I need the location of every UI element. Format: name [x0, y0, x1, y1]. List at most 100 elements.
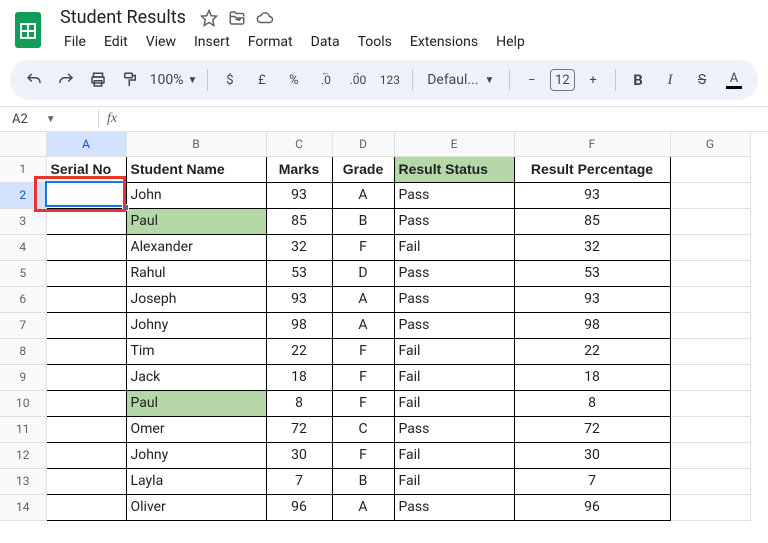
cell[interactable]: [670, 468, 750, 494]
row-header-4[interactable]: 4: [0, 234, 46, 260]
cell[interactable]: Pass: [394, 182, 514, 208]
cell[interactable]: [46, 494, 126, 520]
cell[interactable]: Fail: [394, 442, 514, 468]
cell[interactable]: [46, 260, 126, 286]
cell[interactable]: Pass: [394, 312, 514, 338]
cell[interactable]: [46, 416, 126, 442]
row-header-3[interactable]: 3: [0, 208, 46, 234]
header-cell[interactable]: Marks: [266, 156, 332, 182]
column-header-D[interactable]: D: [332, 132, 394, 156]
cell[interactable]: 93: [514, 286, 670, 312]
menu-help[interactable]: Help: [488, 31, 533, 53]
menu-tools[interactable]: Tools: [350, 31, 400, 53]
percent-button[interactable]: %: [280, 66, 308, 94]
row-header-12[interactable]: 12: [0, 442, 46, 468]
cell[interactable]: A: [332, 182, 394, 208]
zoom-select[interactable]: 100%▼: [148, 66, 199, 94]
cell[interactable]: 18: [266, 364, 332, 390]
cell[interactable]: John: [126, 182, 266, 208]
column-header-C[interactable]: C: [266, 132, 332, 156]
cell[interactable]: 85: [266, 208, 332, 234]
strikethrough-button[interactable]: S: [688, 66, 716, 94]
cell[interactable]: 18: [514, 364, 670, 390]
cell[interactable]: [46, 182, 126, 208]
menu-extensions[interactable]: Extensions: [402, 31, 486, 53]
font-size-decrease-button[interactable]: −: [518, 66, 546, 94]
currency-dollar-button[interactable]: $: [216, 66, 244, 94]
cell[interactable]: 72: [514, 416, 670, 442]
cell[interactable]: 85: [514, 208, 670, 234]
cell[interactable]: F: [332, 442, 394, 468]
row-header-14[interactable]: 14: [0, 494, 46, 520]
select-all-corner[interactable]: [0, 132, 46, 156]
cell[interactable]: Paul: [126, 208, 266, 234]
cell[interactable]: 30: [514, 442, 670, 468]
row-header-9[interactable]: 9: [0, 364, 46, 390]
cell[interactable]: [670, 156, 750, 182]
undo-button[interactable]: [20, 66, 48, 94]
increase-decimal-button[interactable]: .00→: [344, 66, 372, 94]
header-cell[interactable]: Result Percentage: [514, 156, 670, 182]
cell[interactable]: Rahul: [126, 260, 266, 286]
cell[interactable]: 93: [266, 182, 332, 208]
cell[interactable]: [46, 390, 126, 416]
cell[interactable]: 8: [266, 390, 332, 416]
column-header-A[interactable]: A: [46, 132, 126, 156]
cell[interactable]: Paul: [126, 390, 266, 416]
cell[interactable]: Johny: [126, 442, 266, 468]
column-header-E[interactable]: E: [394, 132, 514, 156]
row-header-1[interactable]: 1: [0, 156, 46, 182]
menu-format[interactable]: Format: [240, 31, 301, 53]
menu-view[interactable]: View: [138, 31, 184, 53]
cell[interactable]: [670, 390, 750, 416]
cell[interactable]: Tim: [126, 338, 266, 364]
column-header-F[interactable]: F: [514, 132, 670, 156]
cell[interactable]: [670, 364, 750, 390]
cell[interactable]: A: [332, 286, 394, 312]
menu-insert[interactable]: Insert: [186, 31, 238, 53]
cell[interactable]: Fail: [394, 364, 514, 390]
cell[interactable]: F: [332, 338, 394, 364]
column-header-G[interactable]: G: [670, 132, 750, 156]
cell[interactable]: Fail: [394, 468, 514, 494]
row-header-10[interactable]: 10: [0, 390, 46, 416]
header-cell[interactable]: Grade: [332, 156, 394, 182]
font-size-input[interactable]: 12: [550, 69, 575, 91]
cell[interactable]: 30: [266, 442, 332, 468]
document-title[interactable]: Student Results: [56, 6, 190, 29]
cell[interactable]: [46, 208, 126, 234]
header-cell[interactable]: Result Status: [394, 156, 514, 182]
cell[interactable]: Fail: [394, 390, 514, 416]
cell[interactable]: F: [332, 234, 394, 260]
cell[interactable]: Layla: [126, 468, 266, 494]
header-cell[interactable]: Student Name: [126, 156, 266, 182]
cell[interactable]: 96: [514, 494, 670, 520]
font-size-increase-button[interactable]: +: [579, 66, 607, 94]
cell[interactable]: 93: [514, 182, 670, 208]
cell[interactable]: 98: [514, 312, 670, 338]
name-box[interactable]: A2 ▼: [0, 112, 90, 127]
column-header-B[interactable]: B: [126, 132, 266, 156]
row-header-11[interactable]: 11: [0, 416, 46, 442]
move-icon[interactable]: [228, 9, 246, 27]
cell[interactable]: 7: [266, 468, 332, 494]
cell[interactable]: [670, 338, 750, 364]
cell[interactable]: 22: [514, 338, 670, 364]
cell[interactable]: [670, 260, 750, 286]
cell[interactable]: [670, 312, 750, 338]
currency-pound-button[interactable]: £: [248, 66, 276, 94]
cell[interactable]: Oliver: [126, 494, 266, 520]
header-cell[interactable]: Serial No: [46, 156, 126, 182]
sheets-logo-icon[interactable]: [10, 6, 46, 54]
row-header-6[interactable]: 6: [0, 286, 46, 312]
cell[interactable]: Pass: [394, 286, 514, 312]
cell[interactable]: [670, 182, 750, 208]
cell[interactable]: Jack: [126, 364, 266, 390]
cell[interactable]: [670, 234, 750, 260]
number-format-button[interactable]: 123: [376, 66, 404, 94]
redo-button[interactable]: [52, 66, 80, 94]
cell[interactable]: 53: [514, 260, 670, 286]
row-header-2[interactable]: 2: [0, 182, 46, 208]
decrease-decimal-button[interactable]: .0←: [312, 66, 340, 94]
font-select[interactable]: Defaul...▼: [421, 66, 501, 94]
